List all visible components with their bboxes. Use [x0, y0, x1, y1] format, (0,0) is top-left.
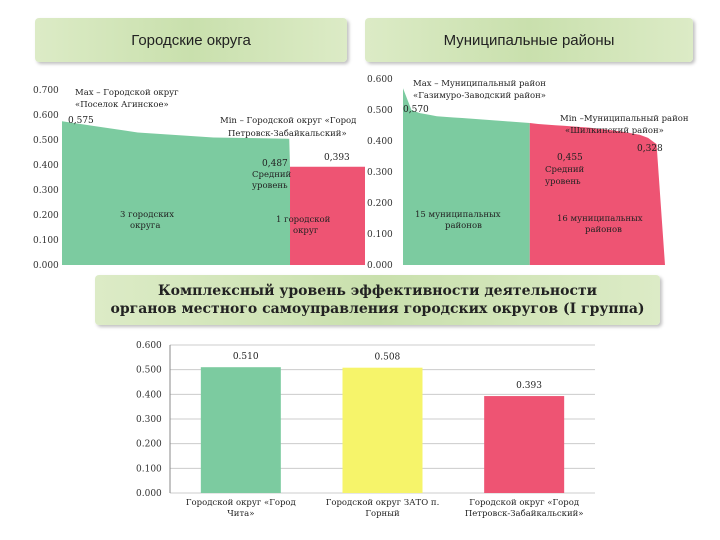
- left-chart-green-area: [62, 121, 291, 265]
- right-chart-y-tick-label: 0.300: [367, 168, 393, 178]
- right-red-count-line2: районов: [585, 225, 622, 235]
- right-chart-y-tick-label: 0.200: [367, 199, 393, 209]
- left-red-count-line1: 1 городской: [276, 215, 331, 225]
- right-min-value: 0,328: [637, 144, 663, 154]
- left-chart-y-tick-label: 0.300: [33, 186, 59, 196]
- left-max-annotation-line1: Max – Городской округ: [75, 88, 179, 98]
- right-red-count-line1: 16 муниципальных: [557, 214, 643, 224]
- bar-y-tick-label: 0.600: [136, 341, 162, 351]
- left-chart-y-tick-label: 0.600: [33, 111, 59, 121]
- left-average-label2: уровень: [252, 181, 288, 191]
- banner-urban-districts-title: Городские округа: [131, 31, 251, 49]
- left-min-annotation-line1: Min – Городской округ «Город: [220, 116, 356, 126]
- left-red-count-line2: округ: [293, 226, 319, 236]
- right-max-annotation-line1: Max – Муниципальный район: [413, 79, 546, 89]
- right-chart-y-tick-label: 0.500: [367, 106, 393, 116]
- bar-y-tick-label: 0.100: [136, 464, 162, 474]
- bar-3: [484, 396, 565, 493]
- bar-y-tick-label: 0.500: [136, 366, 162, 376]
- banner-main-title: Комплексный уровень эффективности деятел…: [95, 275, 660, 325]
- right-average-label1: Средний: [545, 165, 585, 175]
- left-green-count-line2: округа: [130, 221, 160, 231]
- left-chart-y-tick-label: 0.000: [33, 261, 59, 271]
- left-min-annotation-line2: Петровск-Забайкальский»: [228, 128, 347, 139]
- bar-category-label: Городской округ «Город: [469, 498, 579, 508]
- left-average-value: 0,487: [262, 159, 288, 169]
- bar-category-label: Городской округ «Город: [186, 498, 296, 508]
- left-green-count-line1: 3 городских: [120, 210, 174, 220]
- right-chart-y-tick-label: 0.600: [367, 75, 393, 85]
- bar-category-label: Петровск-Забайкальский»: [465, 508, 584, 519]
- left-chart-red-area: [290, 166, 365, 265]
- left-min-value: 0,393: [324, 153, 350, 163]
- right-average-label2: уровень: [545, 177, 581, 187]
- bar-value-label: 0.508: [375, 353, 401, 363]
- left-average-label1: Средний: [252, 170, 292, 180]
- left-chart-y-tick-label: 0.100: [33, 236, 59, 246]
- right-max-value: 0,570: [403, 105, 429, 115]
- right-green-count-line1: 15 муниципальных: [415, 210, 501, 220]
- left-max-value: 0,575: [68, 116, 94, 126]
- bar-category-label: Горный: [365, 509, 400, 519]
- bar-y-tick-label: 0.400: [136, 390, 162, 400]
- municipal-districts-area-chart: 0.600 0.500 0.400 0.300 0.200 0.100 0.000 Max …: [367, 75, 689, 271]
- bar-category-label: Чита»: [227, 509, 254, 519]
- right-chart-y-tick-label: 0.100: [367, 230, 393, 240]
- main-title-line1: Комплексный уровень эффективности деятел…: [157, 283, 598, 299]
- left-max-annotation-line2: «Поселок Агинское»: [75, 100, 169, 110]
- banner-urban-districts: Городские округа: [35, 18, 347, 62]
- bar-value-label: 0.393: [516, 381, 542, 391]
- bar-value-label: 0.510: [233, 352, 259, 362]
- left-chart-y-tick-label: 0.400: [33, 161, 59, 171]
- right-green-count-line2: районов: [445, 221, 482, 231]
- right-chart-y-tick-label: 0.000: [367, 261, 393, 271]
- banner-municipal-districts-title: Муниципальные районы: [443, 31, 615, 49]
- right-max-annotation-line2: «Газимуро-Заводский район»: [413, 91, 546, 101]
- main-title-line2: органов местного самоуправления городски…: [110, 301, 645, 317]
- bar-1: [200, 367, 281, 493]
- bar-category-label: Городской округ ЗАТО п.: [326, 498, 440, 508]
- right-min-annotation-line1: Min –Муниципальный район: [560, 114, 689, 124]
- urban-districts-bar-chart: 0.600 0.500 0.400 0.300 0.200 0.100 0.000 0.51…: [136, 341, 595, 519]
- right-chart-red-area: [529, 123, 665, 265]
- right-average-value: 0,455: [557, 153, 583, 163]
- urban-districts-area-chart: 0.700 0.600 0.500 0.400 0.300 0.200 0.100 0.000…: [33, 86, 365, 271]
- right-chart-green-area: [403, 88, 530, 265]
- bar-y-tick-label: 0.300: [136, 415, 162, 425]
- right-min-annotation-line2: «Шилкинский район»: [565, 126, 664, 136]
- bar-y-tick-label: 0.000: [136, 489, 162, 499]
- left-chart-y-tick-label: 0.500: [33, 136, 59, 146]
- bar-y-tick-label: 0.200: [136, 440, 162, 450]
- banner-municipal-districts: Муниципальные районы: [365, 18, 693, 62]
- left-chart-y-tick-label: 0.200: [33, 211, 59, 221]
- right-chart-y-tick-label: 0.400: [367, 137, 393, 147]
- left-chart-y-tick-label: 0.700: [33, 86, 59, 96]
- bar-2: [342, 367, 423, 493]
